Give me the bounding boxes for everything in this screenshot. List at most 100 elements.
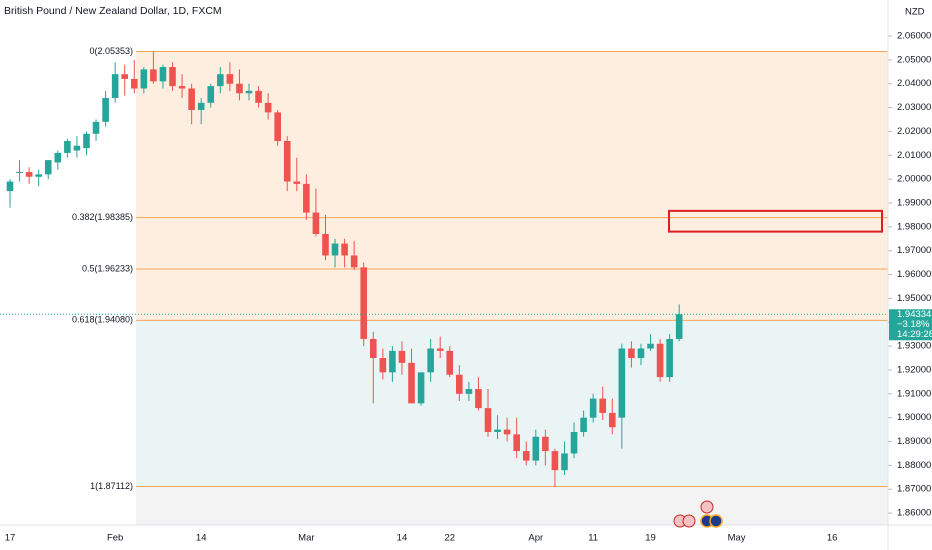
candle-body [236, 83, 243, 94]
candle-body [197, 102, 205, 110]
candle-body [35, 174, 42, 177]
fib-levels: 0(2.05353) 0.382(1.98385) 0.5(1.96233) 0.61… [72, 46, 888, 491]
candle-body [666, 338, 673, 378]
candle-body [312, 212, 320, 234]
x-tick-label: Feb [107, 533, 123, 544]
fib-zone-middle [136, 320, 888, 487]
candle-body [675, 314, 683, 339]
y-tick-label: 1.93000 [897, 341, 931, 352]
x-tick-label: 14 [397, 533, 408, 544]
candle-body [618, 348, 626, 418]
y-tick-label: 1.96000 [897, 269, 931, 280]
fib-label: 1(1.87112) [90, 481, 133, 491]
chart-title: British Pound / New Zealand Dollar, 1D, … [4, 5, 222, 17]
candle-body [6, 181, 14, 192]
price-tag-change: −3.18% [897, 319, 930, 330]
event-icon[interactable] [682, 514, 696, 528]
overlay [0, 209, 888, 315]
fib-backgrounds [136, 51, 888, 525]
candle-body [64, 140, 71, 153]
candle-body [54, 152, 62, 163]
candle-body [341, 243, 348, 256]
x-tick-label: Mar [298, 533, 314, 544]
candle-body [44, 160, 52, 175]
candle-body [102, 98, 109, 122]
candle-body [264, 102, 272, 113]
candle-body [360, 267, 368, 339]
candle-body [92, 121, 100, 134]
candle-body [408, 362, 415, 404]
fib-zone-lower [136, 486, 888, 525]
candle-body [25, 171, 33, 177]
y-tick-label: 1.97000 [897, 245, 931, 256]
candle-body [121, 74, 129, 79]
candle-body [140, 69, 148, 89]
fib-label: 0.618(1.94080) [72, 315, 133, 325]
candle-body [188, 88, 195, 110]
candle-body [16, 171, 23, 173]
axes: 1.86000 1.87000 1.88000 1.89000 1.90000 1.910… [5, 31, 932, 544]
y-tick-label: 1.86000 [897, 508, 931, 519]
candle-body [503, 429, 511, 435]
candle-body [331, 243, 339, 256]
candle-body [494, 429, 501, 432]
candle-body [73, 145, 81, 151]
y-tick-label: 1.92000 [897, 364, 931, 375]
candles [6, 51, 683, 487]
candle-body [293, 181, 301, 184]
candle-body [513, 434, 520, 452]
y-tick-label: 1.99000 [897, 198, 931, 209]
y-tick-label: 2.00000 [897, 174, 931, 185]
fib-label: 0.5(1.96233) [82, 263, 133, 273]
x-tick-label: 22 [444, 533, 455, 544]
y-tick-label: 1.87000 [897, 484, 931, 495]
candle-body [255, 90, 262, 103]
price-tag-value: 1.94334 [897, 309, 931, 320]
y-tick-label: 1.90000 [897, 412, 931, 423]
candle-body [436, 348, 444, 351]
x-tick-label: 16 [827, 533, 838, 544]
y-tick-label: 2.04000 [897, 78, 931, 89]
fib-label: 0.382(1.98385) [72, 212, 133, 222]
y-tick-label: 2.05000 [897, 54, 931, 65]
event-icon[interactable] [700, 500, 714, 514]
candle-body [475, 389, 482, 409]
candle-body [417, 372, 425, 404]
candle-body [542, 436, 549, 452]
candle-body [465, 389, 473, 394]
candle-body [130, 78, 138, 89]
candle-body [283, 140, 291, 182]
candle-body [446, 350, 454, 375]
candle-body [398, 350, 406, 363]
candle-body [637, 348, 645, 359]
grid [888, 35, 892, 514]
y-tick-label: 2.03000 [897, 102, 931, 113]
candle-body [532, 436, 540, 461]
event-icon[interactable] [709, 514, 723, 528]
candle-body [389, 350, 396, 373]
candle-body [369, 338, 377, 359]
candle-body [169, 67, 176, 87]
candle-body [628, 348, 635, 359]
x-tick-label: 19 [645, 533, 656, 544]
x-tick-label: 17 [5, 533, 16, 544]
candle-body [178, 86, 186, 89]
highlight-zone [668, 209, 883, 233]
currency-label: NZD [905, 7, 925, 18]
candle-body [484, 408, 492, 432]
candle-body [207, 86, 215, 103]
candle-body [217, 74, 224, 87]
candle-body [570, 431, 578, 454]
y-tick-label: 2.01000 [897, 150, 931, 161]
candle-body [111, 74, 119, 99]
y-tick-label: 1.95000 [897, 293, 931, 304]
candle-body [150, 69, 157, 82]
candle-body [589, 398, 597, 418]
candle-body [322, 233, 329, 256]
candle-body [551, 451, 559, 471]
x-tick-label: Apr [528, 533, 543, 544]
candle-body [274, 112, 281, 141]
candle-body [456, 374, 463, 394]
x-tick-label: May [728, 533, 746, 544]
